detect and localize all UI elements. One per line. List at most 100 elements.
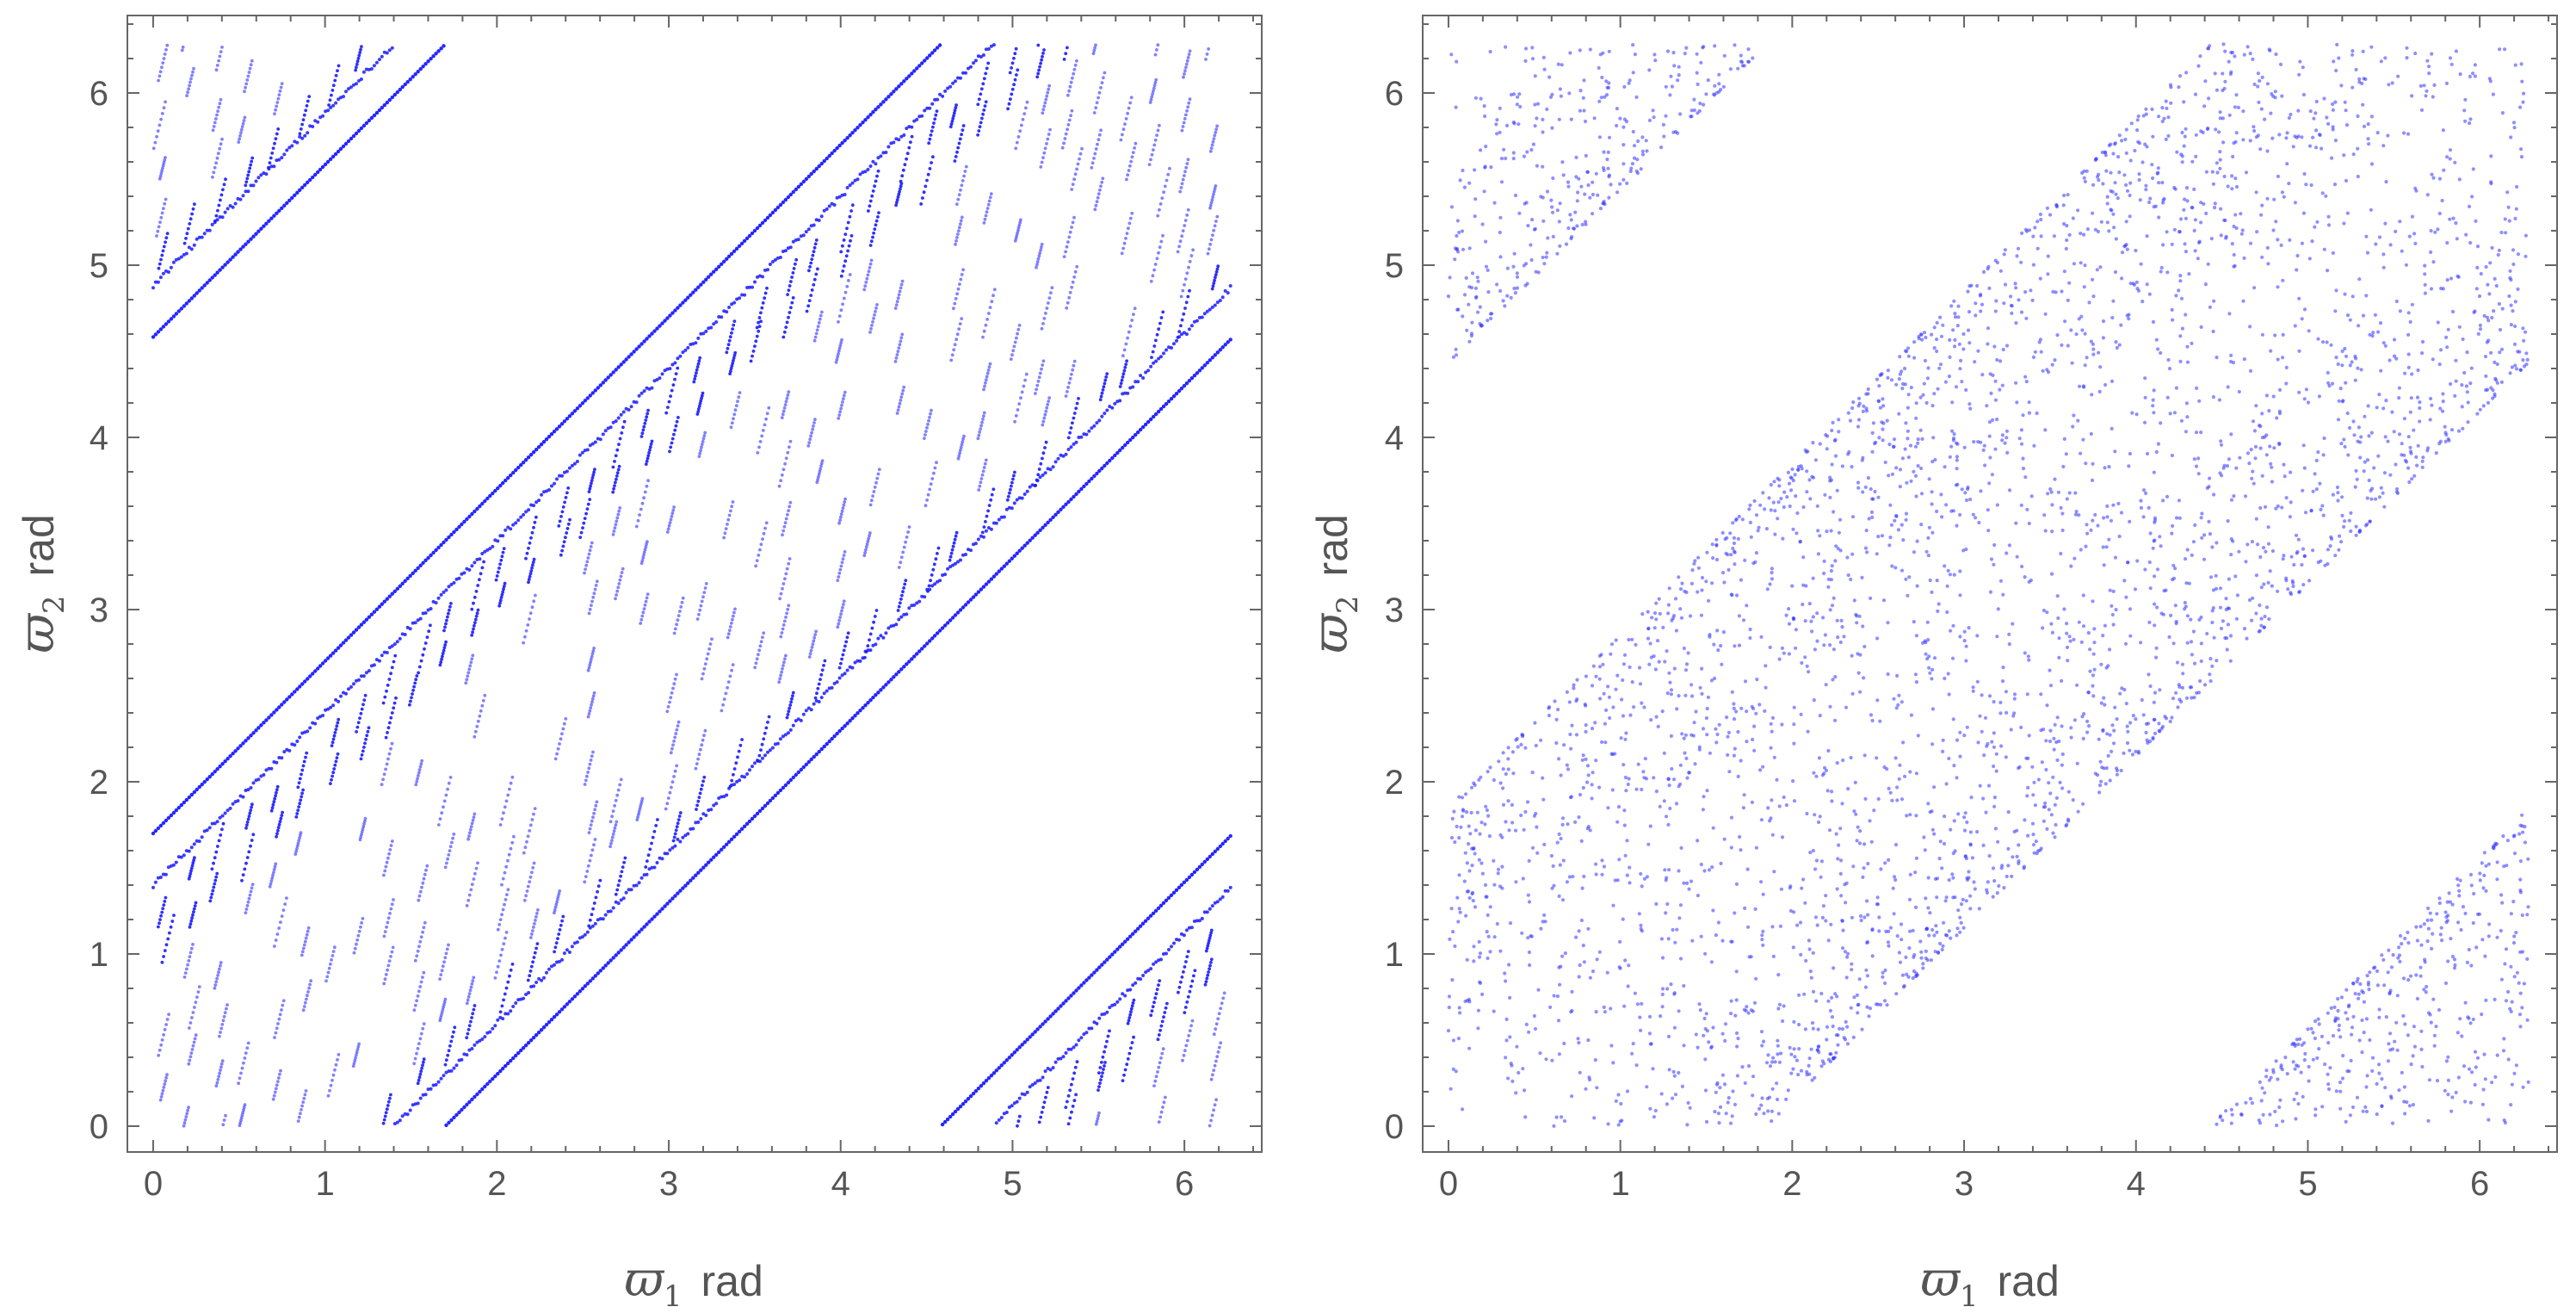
left-data-point [470,511,474,517]
left-data-point [725,257,729,261]
right-data-point [1623,737,1628,741]
left-data-point [213,856,217,860]
left-data-point [274,1087,278,1091]
left-data-point [277,705,281,709]
right-data-point [2097,790,2102,795]
left-data-point [1212,192,1215,196]
left-data-point [590,599,594,604]
left-data-point [816,478,819,482]
left-data-point [676,306,680,310]
right-data-point [1755,678,1759,682]
left-data-point [794,187,798,192]
left-data-point [503,936,507,940]
left-data-point [534,448,539,452]
left-data-point [1152,86,1156,90]
right-data-point [2249,448,2253,452]
left-data-point [166,937,170,941]
left-data-point [1005,498,1010,502]
right-data-point [2134,717,2138,722]
left-data-point [999,1116,1004,1119]
left-data-point [917,599,922,604]
left-data-point [187,795,191,800]
left-data-point [701,672,705,676]
left-data-point [160,65,164,70]
left-data-point [483,549,487,554]
left-data-point [848,183,852,188]
right-data-point [2500,901,2505,905]
left-data-point [1186,994,1190,999]
left-data-point [615,589,620,593]
left-data-point [1024,106,1028,110]
right-data-point [1711,826,1715,830]
left-data-point [1010,61,1015,65]
right-data-point [2092,667,2097,672]
left-data-point [1071,421,1074,425]
left-data-point [861,706,865,710]
right-data-point [1484,264,1489,269]
left-data-point [509,473,513,478]
left-data-point [425,635,429,639]
left-data-point [1013,470,1016,474]
left-data-point [534,946,538,951]
left-data-point [469,888,473,892]
left-data-point [452,1030,455,1034]
right-data-point [1721,84,1726,89]
left-data-point [192,842,196,846]
left-data-point [739,827,744,831]
left-data-point [743,293,747,297]
left-data-point [557,892,561,895]
left-data-point [901,388,905,393]
left-data-point [870,324,874,327]
left-data-point [840,657,843,661]
left-data-point [1075,1060,1079,1064]
left-data-point [1068,230,1072,234]
left-data-point [1136,380,1140,384]
left-data-point [412,1062,417,1066]
left-data-point [722,536,726,540]
left-data-point [219,97,223,102]
left-data-point [655,326,659,331]
left-data-point [1043,101,1047,105]
left-data-point [441,654,444,659]
left-data-point [357,929,361,933]
left-data-point [637,930,641,934]
right-data-point [1779,1051,1783,1056]
left-data-point [1040,367,1043,371]
left-data-point [714,267,719,271]
left-data-point [1212,1032,1216,1037]
left-data-point [193,1006,196,1009]
left-data-point [856,177,860,182]
left-data-point [210,867,214,871]
left-data-point [848,214,852,219]
right-data-point [1646,610,1650,614]
left-data-point [660,372,664,376]
left-data-point [498,1010,503,1014]
left-data-point [249,808,253,812]
left-data-point [215,113,219,117]
left-data-point [434,1082,438,1087]
left-data-point [587,552,591,556]
left-data-point [1210,1113,1214,1118]
left-data-point [278,89,282,93]
left-data-point [1075,401,1079,406]
left-data-point [837,143,842,148]
left-data-point [689,827,693,831]
left-data-point [1007,102,1011,106]
left-data-point [843,290,848,294]
right-data-point [2401,976,2406,981]
left-data-point [398,636,402,641]
left-data-point [1099,128,1103,133]
left-data-point [505,893,509,896]
left-data-point [893,360,898,363]
left-data-point [434,601,438,605]
left-data-point [670,437,675,441]
left-data-point [1063,137,1067,140]
left-data-point [726,635,730,640]
left-data-point [334,759,338,764]
left-data-point [1148,101,1152,104]
left-data-point [164,818,169,823]
left-data-point [837,413,842,417]
left-data-point [501,590,505,594]
left-data-point [676,818,681,821]
left-data-point [675,672,678,677]
